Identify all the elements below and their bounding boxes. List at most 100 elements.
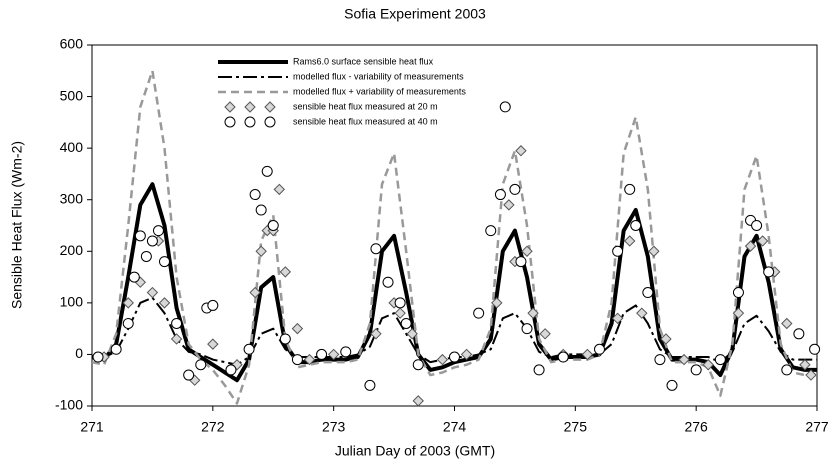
diamond-marker [327,348,340,361]
circle-marker [793,328,805,340]
circle-marker [624,183,636,195]
x-tick-label: 272 [201,419,225,435]
y-tick-label: -100 [55,397,83,413]
circle-marker [110,343,122,355]
circle-marker [781,364,793,376]
circle-marker [654,354,666,366]
diamond-marker [636,307,648,319]
legend-label: modelled flux - variability of measureme… [293,71,464,81]
diamond-marker [702,359,714,371]
circle-marker [243,343,255,355]
y-tick-label: 200 [60,242,84,258]
diamond-marker [539,328,551,340]
diamond-marker [122,297,134,309]
diamond-marker [207,338,219,350]
diamond-marker [303,353,316,366]
legend: Rams6.0 surface sensible heat flux modell… [218,56,466,128]
legend-label: modelled flux + variability of measureme… [293,86,466,96]
diamond-marker [158,297,171,309]
diamond-marker [678,353,690,366]
diamond-marker [660,333,672,345]
circle-marker [171,317,183,329]
circle-marker [666,379,678,391]
series-line [91,69,817,405]
diamond-marker [264,101,276,113]
diamond-marker [491,297,503,309]
circle-marker [400,317,412,329]
diamond-marker [521,245,533,257]
y-axis-label: Sensible Heat Flux (Wm-2) [9,141,25,309]
circle-marker [279,333,291,345]
circle-marker [340,346,352,358]
diamond-marker [648,245,660,257]
circle-marker [370,243,382,255]
circle-marker [134,230,146,242]
diamond-marker [515,145,527,157]
circle-marker [763,266,775,278]
diamond-marker [406,328,418,340]
y-tick-label: 500 [60,87,84,103]
circle-marker [183,369,195,381]
x-tick-label: 277 [805,419,829,435]
diamond-marker [370,328,382,340]
diamond-marker [170,333,183,345]
y-tick-label: 0 [75,345,83,361]
circle-marker [225,364,237,376]
circle-marker [382,276,394,288]
diamond-marker [781,317,793,330]
diamond-marker [244,101,256,113]
circle-marker [533,364,545,376]
circle-marker [394,297,406,309]
circle-marker [809,343,821,355]
circle-marker [249,189,261,201]
circle-marker [557,351,569,363]
diamond-marker [460,348,473,361]
circle-marker [412,359,424,371]
circle-marker [152,225,164,237]
circle-marker [122,317,134,329]
circle-marker [714,354,726,366]
diamond-marker [503,199,515,211]
x-tick-label: 274 [443,419,467,435]
diamond-marker [581,348,594,361]
circle-marker [159,256,170,268]
y-tick-label: 300 [60,190,84,206]
legend-label: sensible heat flux measured at 40 m [293,116,438,126]
circle-marker [612,245,624,257]
circle-marker [128,271,140,283]
x-tick-label: 273 [322,419,346,435]
diamond-marker [744,240,757,252]
circle-marker [630,220,642,231]
circle-marker [509,183,521,195]
series-line [91,182,817,383]
circle-marker [494,189,506,201]
diamond-marker [732,307,745,319]
diamond-marker [527,307,539,319]
circle-marker [364,379,376,391]
circle-marker [255,204,267,216]
circle-marker [751,220,763,231]
diamond-marker [231,359,243,371]
x-tick-label: 275 [564,419,588,435]
circle-marker [207,299,219,311]
diamond-marker [273,183,285,196]
circle-marker [521,323,533,335]
x-tick-label: 276 [684,419,708,435]
circle-marker [261,165,273,177]
y-tick-label: 100 [60,294,84,310]
x-axis-label: Julian Day of 2003 (GMT) [335,443,495,459]
circle-marker [485,225,497,237]
circle-marker [267,220,279,231]
x-tick-label: 271 [80,419,104,435]
circle-marker [291,354,303,366]
circle-marker [515,256,527,268]
diamond-marker [436,353,449,366]
circle-marker [316,348,328,360]
circle-marker [195,359,207,371]
circle-marker [642,287,654,299]
diamond-marker [249,286,261,299]
diamond-marker [611,312,624,325]
diamond-marker [394,307,406,319]
diamond-marker [279,266,292,278]
